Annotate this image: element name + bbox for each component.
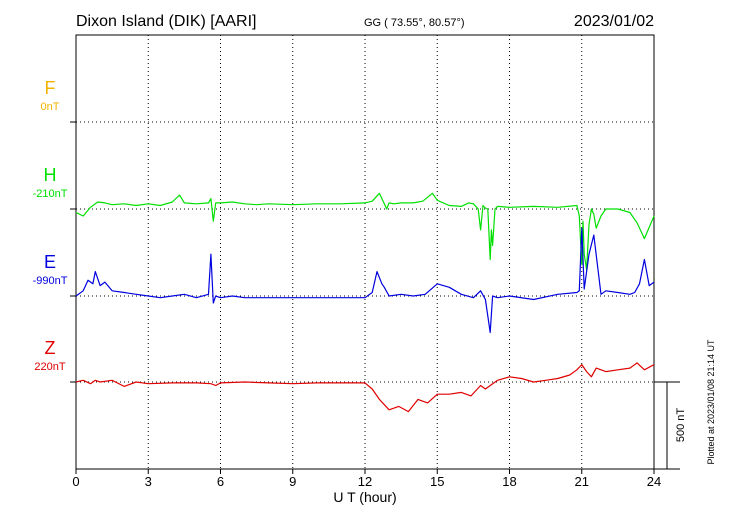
component-traces xyxy=(75,192,655,413)
component-baseline-F: 0nT xyxy=(41,101,60,113)
baseline-gridlines xyxy=(70,121,654,383)
x-axis-ticks: 0 3 6 9 12 15 18 21 24 xyxy=(72,469,661,489)
component-baseline-Z: 220nT xyxy=(34,361,65,373)
x-tick-label: 15 xyxy=(430,474,444,489)
station-coordinates: GG ( 73.55°, 80.57°) xyxy=(364,17,465,29)
x-tick-label: 0 xyxy=(72,474,79,489)
scale-bar: 500 nT xyxy=(654,381,687,470)
x-tick-label: 12 xyxy=(358,474,372,489)
x-tick-label: 21 xyxy=(575,474,589,489)
vertical-gridlines xyxy=(147,35,583,469)
station-title: Dixon Island (DIK) [AARI] xyxy=(76,13,257,30)
component-name-Z: Z xyxy=(45,338,56,358)
scale-bar-label: 500 nT xyxy=(675,408,687,443)
component-labels: F 0nT H -210nT E -990nT Z 220nT xyxy=(33,78,68,373)
component-baseline-H: -210nT xyxy=(33,188,68,200)
x-tick-label: 3 xyxy=(145,474,152,489)
trace-H xyxy=(75,192,655,271)
component-name-H: H xyxy=(44,165,57,185)
component-name-E: E xyxy=(44,252,56,272)
x-tick-label: 6 xyxy=(217,474,224,489)
trace-E xyxy=(75,227,655,334)
plotted-timestamp: Plotted at 2023/01/08 21:14 UT xyxy=(706,339,716,465)
trace-Z xyxy=(75,362,655,413)
x-tick-label: 9 xyxy=(289,474,296,489)
component-baseline-E: -990nT xyxy=(33,275,68,287)
x-axis-label: U T (hour) xyxy=(333,489,396,505)
component-name-F: F xyxy=(45,78,56,98)
chart-date: 2023/01/02 xyxy=(574,13,654,30)
x-tick-label: 18 xyxy=(502,474,516,489)
x-tick-label: 24 xyxy=(647,474,661,489)
